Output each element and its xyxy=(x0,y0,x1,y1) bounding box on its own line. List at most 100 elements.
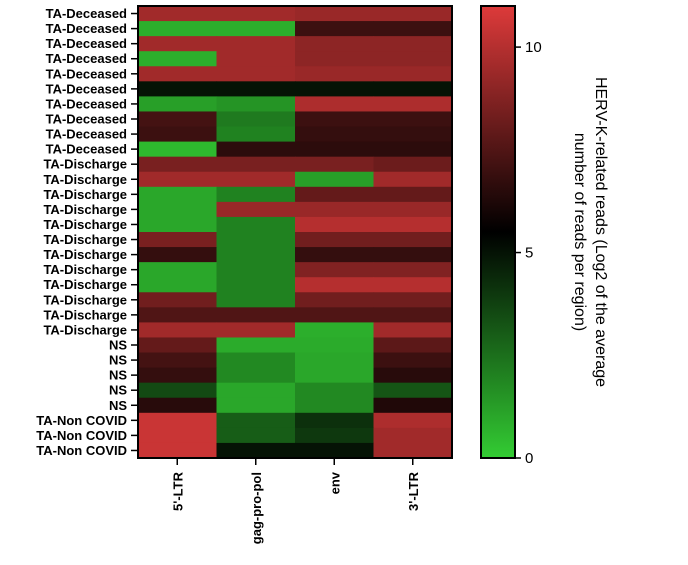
heatmap-cell xyxy=(216,156,296,173)
row-label: NS xyxy=(109,398,127,413)
heatmap-cell xyxy=(138,156,218,173)
heatmap-cell xyxy=(138,96,218,113)
heatmap-cell xyxy=(216,201,296,218)
heatmap-cell xyxy=(295,126,375,143)
row-label: TA-Deceased xyxy=(46,127,127,142)
heatmap-cell xyxy=(295,66,375,82)
heatmap-cell xyxy=(138,247,218,263)
heatmap-cell xyxy=(295,277,375,293)
heatmap-cell xyxy=(373,427,453,444)
heatmap-cell xyxy=(216,186,296,203)
heatmap-cell xyxy=(295,442,375,459)
heatmap-cell xyxy=(138,111,218,128)
row-label: TA-Deceased xyxy=(46,112,127,127)
heatmap-cell xyxy=(295,96,375,113)
heatmap-cell xyxy=(373,292,453,308)
row-label: NS xyxy=(109,338,127,353)
row-label: TA-Discharge xyxy=(43,202,127,217)
heatmap-cell xyxy=(373,412,453,429)
row-label: TA-Deceased xyxy=(46,36,127,51)
column-labels: 5'-LTR gag-pro-pol env 3'-LTR xyxy=(170,458,421,544)
heatmap-cell xyxy=(373,442,453,459)
heatmap-cell xyxy=(373,352,453,369)
row-label: TA-Discharge xyxy=(43,322,127,337)
heatmap-cell xyxy=(216,6,296,22)
heatmap-cell xyxy=(216,337,296,354)
heatmap-frame xyxy=(137,5,453,459)
heatmap-cell xyxy=(295,382,375,399)
heatmap-cell xyxy=(295,36,375,52)
heatmap-cell xyxy=(216,21,296,37)
heatmap-cell xyxy=(138,141,218,158)
heatmap-cell xyxy=(138,6,218,22)
row-label: TA-Discharge xyxy=(43,232,127,247)
heatmap-cell xyxy=(295,51,375,67)
heatmap-cell xyxy=(138,337,218,354)
heatmap-cell xyxy=(373,232,453,248)
heatmap-cell xyxy=(295,81,375,97)
heatmap-cell xyxy=(138,51,218,67)
heatmap-cell xyxy=(295,412,375,429)
heatmap-cell xyxy=(373,277,453,293)
colorbar-tick-label: 5 xyxy=(525,245,533,262)
row-label: TA-Deceased xyxy=(46,51,127,66)
heatmap-cell xyxy=(138,412,218,429)
column-label: gag-pro-pol xyxy=(249,472,264,544)
row-label: TA-Discharge xyxy=(43,277,127,292)
heatmap-cell xyxy=(295,232,375,248)
heatmap-cell xyxy=(216,96,296,113)
colorbar-title-line2: number of reads per region) xyxy=(571,133,588,331)
heatmap-cell xyxy=(373,367,453,384)
heatmap-cell xyxy=(216,141,296,158)
heatmap-cell xyxy=(373,96,453,113)
row-label: TA-Deceased xyxy=(46,81,127,96)
column-label: env xyxy=(327,471,342,494)
heatmap-cell xyxy=(216,216,296,233)
heatmap-cell xyxy=(138,442,218,459)
row-label: TA-Discharge xyxy=(43,262,127,277)
row-labels: TA-DeceasedTA-DeceasedTA-DeceasedTA-Dece… xyxy=(36,6,138,458)
heatmap-cell xyxy=(295,337,375,354)
row-label: TA-Discharge xyxy=(43,157,127,172)
row-label: TA-Deceased xyxy=(46,96,127,111)
heatmap-cell xyxy=(373,51,453,67)
heatmap-cell xyxy=(216,307,296,323)
heatmap-cell xyxy=(216,292,296,308)
heatmap-cell xyxy=(138,262,218,278)
heatmap-cell xyxy=(138,232,218,248)
row-label: TA-Deceased xyxy=(46,21,127,36)
heatmap-cell xyxy=(373,126,453,143)
heatmap-cell xyxy=(138,277,218,293)
heatmap-cell xyxy=(295,247,375,263)
row-label: NS xyxy=(109,368,127,383)
heatmap-cell xyxy=(138,367,218,384)
row-label: TA-Non COVID xyxy=(36,428,127,443)
heatmap-cell xyxy=(373,141,453,158)
row-label: NS xyxy=(109,383,127,398)
row-label: TA-Deceased xyxy=(46,142,127,157)
colorbar xyxy=(480,5,516,459)
heatmap-cell xyxy=(373,262,453,278)
heatmap-cell xyxy=(373,307,453,323)
heatmap-cell xyxy=(216,51,296,67)
heatmap-cell xyxy=(138,201,218,218)
heatmap-cell xyxy=(216,427,296,444)
heatmap-cell xyxy=(373,21,453,37)
heatmap-cell xyxy=(216,126,296,143)
heatmap-cell xyxy=(216,277,296,293)
heatmap-cell xyxy=(295,21,375,37)
heatmap-cell xyxy=(373,247,453,263)
row-label: TA-Deceased xyxy=(46,66,127,81)
heatmap-cell xyxy=(373,156,453,173)
heatmap-cell xyxy=(138,126,218,143)
heatmap-cell xyxy=(138,322,218,339)
colorbar-tick-label: 0 xyxy=(525,450,533,467)
heatmap-cell xyxy=(373,81,453,97)
row-label: TA-Non COVID xyxy=(36,413,127,428)
heatmap-cell xyxy=(216,262,296,278)
heatmap-cell xyxy=(373,36,453,52)
heatmap-cell xyxy=(216,397,296,414)
column-label: 3'-LTR xyxy=(406,471,421,511)
heatmap-cell xyxy=(373,171,453,188)
